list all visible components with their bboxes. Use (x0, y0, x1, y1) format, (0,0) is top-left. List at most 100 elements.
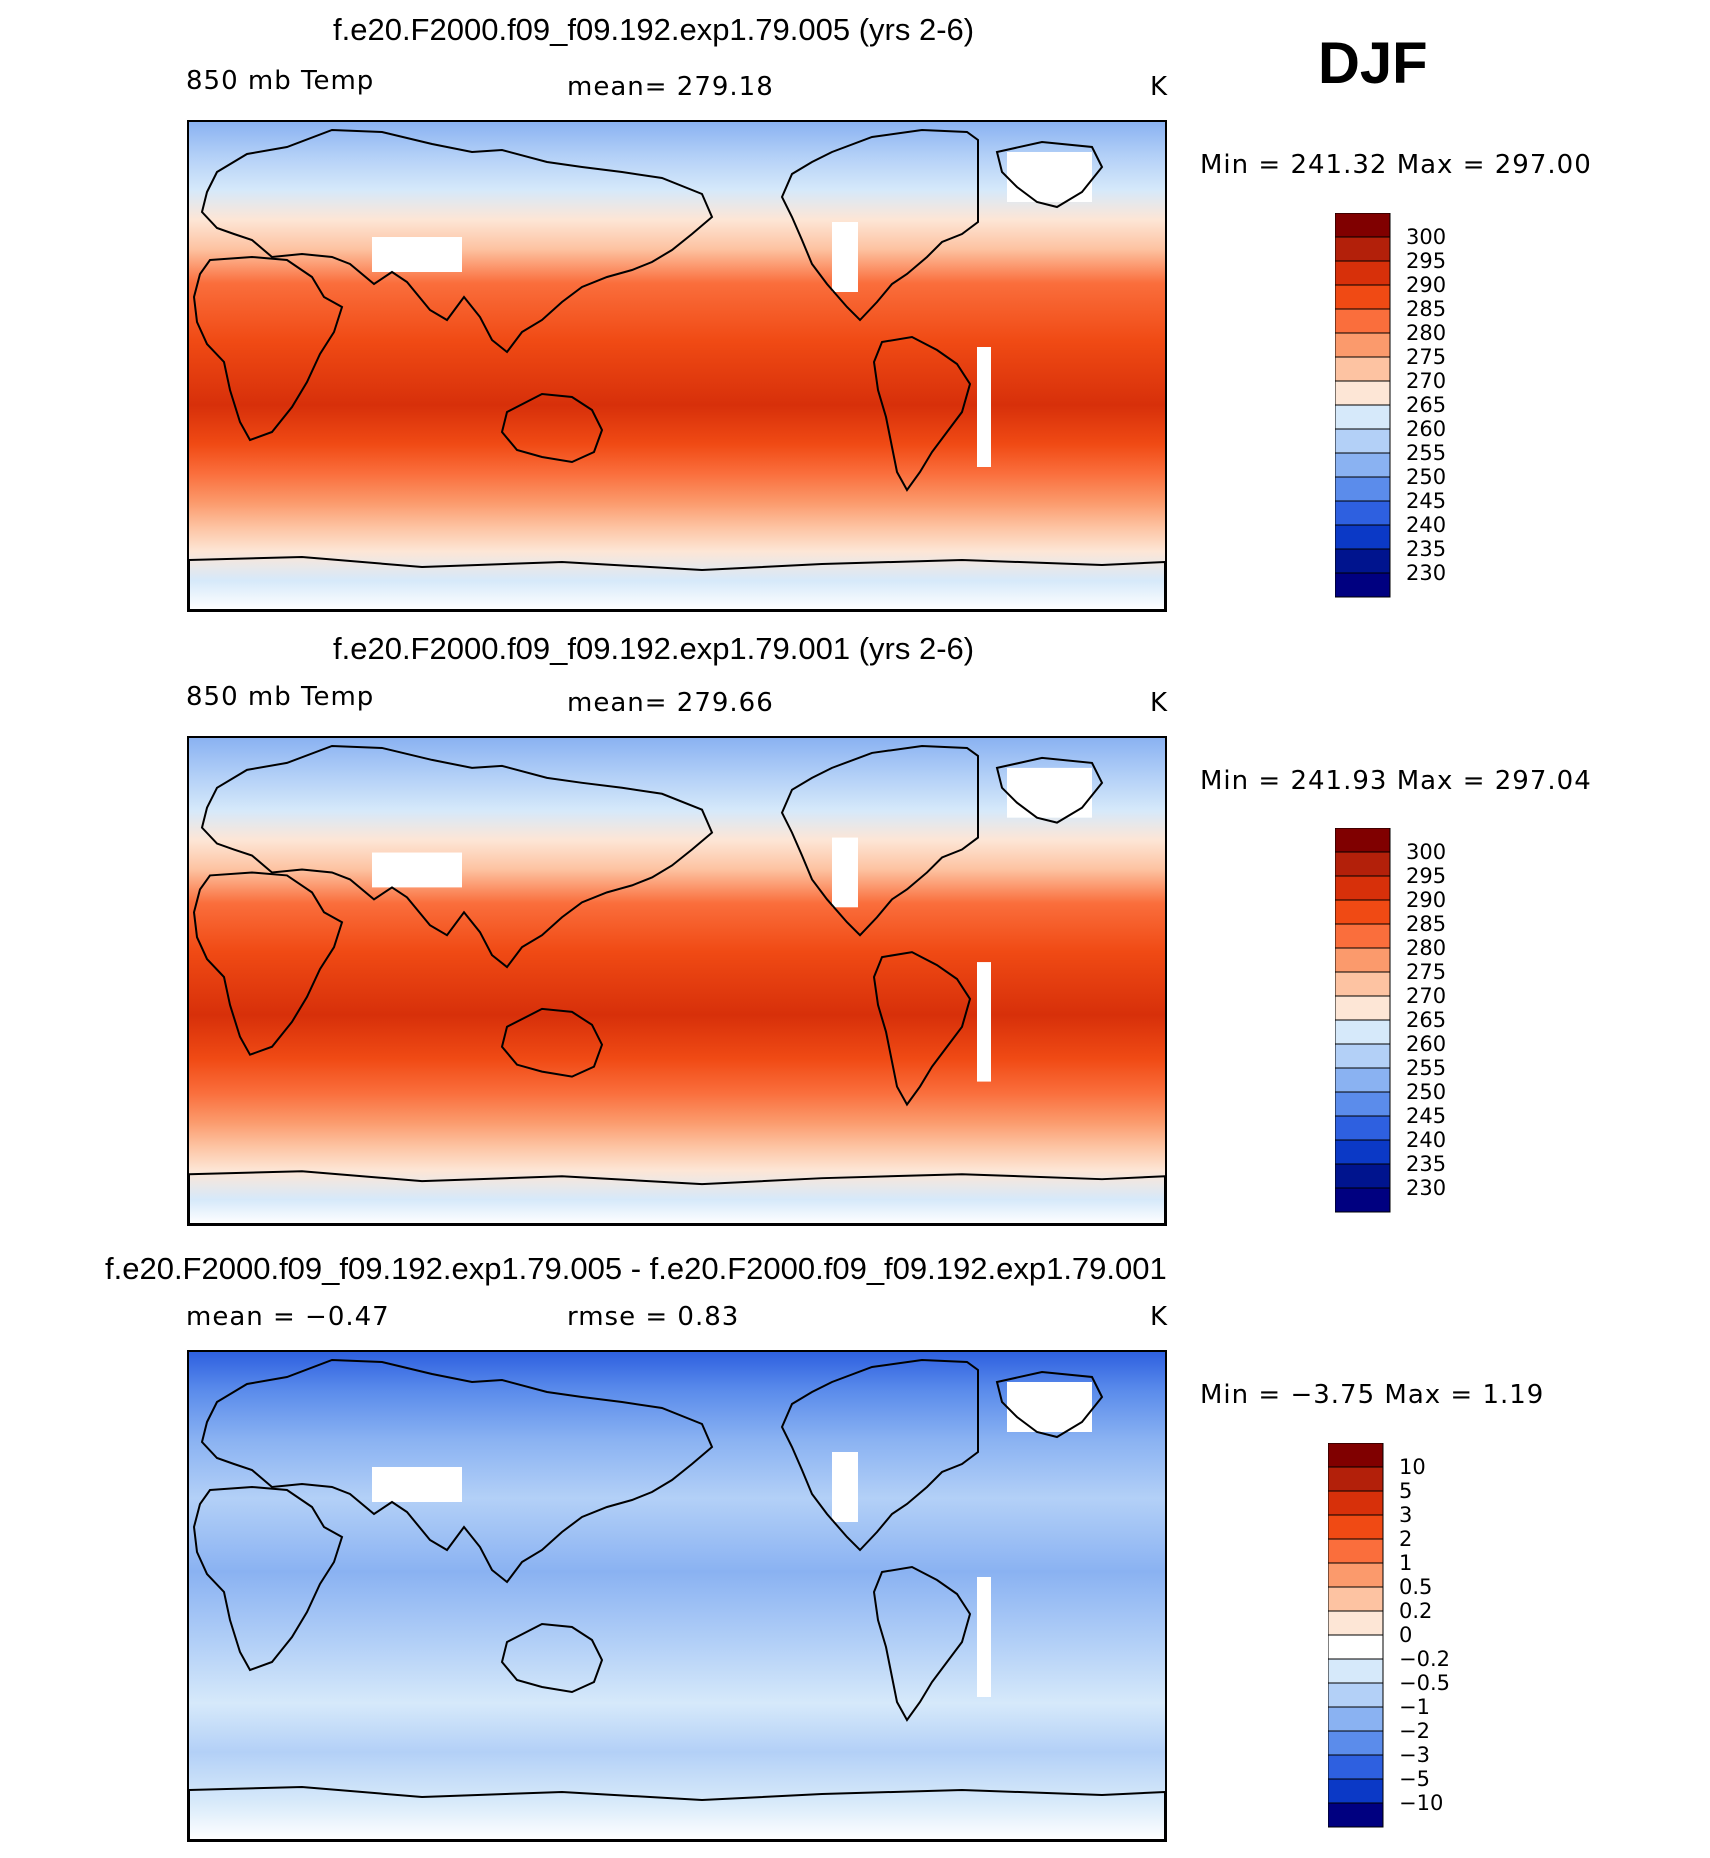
andes-mask (977, 962, 991, 1082)
colorbar-label: 260 (1406, 417, 1446, 441)
panel-1-map (187, 120, 1167, 612)
colorbar-swatch (1335, 1163, 1391, 1189)
colorbar-label: 260 (1406, 1032, 1446, 1056)
colorbar-label: 240 (1406, 1128, 1446, 1152)
colorbar-swatch (1335, 260, 1391, 286)
colorbar-swatch (1335, 947, 1391, 973)
colorbar-label: 255 (1406, 1056, 1446, 1080)
season-label: DJF (1318, 31, 1428, 96)
rockies-mask (832, 1452, 858, 1522)
continent-antarctica-outline (189, 1170, 1165, 1224)
colorbar-label: 275 (1406, 960, 1446, 984)
colorbar-swatch (1328, 1802, 1384, 1828)
colorbar-label: 270 (1406, 369, 1446, 393)
continent-south-america-outline (872, 335, 972, 492)
colorbar-swatch (1335, 899, 1391, 925)
continent-australia-outline (500, 1007, 604, 1078)
colorbar-swatch (1335, 308, 1391, 334)
colorbar-swatch (1328, 1610, 1384, 1636)
colorbar-label: −5 (1399, 1767, 1430, 1791)
colorbar-label: 280 (1406, 321, 1446, 345)
colorbar-label: 280 (1406, 936, 1446, 960)
colorbar-swatch (1335, 1043, 1391, 1069)
colorbar-label: −0.5 (1399, 1671, 1450, 1695)
colorbar-swatch (1335, 428, 1391, 454)
continent-australia-outline (500, 1622, 604, 1694)
colorbar-swatch (1335, 1115, 1391, 1141)
colorbar-swatch (1335, 380, 1391, 406)
panel-1-colorbar: 3002952902852802752702652602552502452402… (1335, 213, 1446, 598)
colorbar-swatch (1335, 1019, 1391, 1045)
rockies-mask (832, 222, 858, 292)
colorbar-swatch (1328, 1658, 1384, 1684)
colorbar-swatch (1328, 1778, 1384, 1804)
colorbar-label: 230 (1406, 1176, 1446, 1200)
andes-mask (977, 1577, 991, 1697)
panel-3-mean: mean = −0.47 (186, 1302, 390, 1332)
panel-2-colorbar: 3002952902852802752702652602552502452402… (1335, 828, 1446, 1213)
colorbar-swatch (1328, 1490, 1384, 1516)
colorbar-label: 2 (1399, 1527, 1412, 1551)
colorbar-label: 235 (1406, 1152, 1446, 1176)
colorbar-swatch (1335, 452, 1391, 478)
tibet-mask (372, 1467, 462, 1502)
colorbar-label: 250 (1406, 465, 1446, 489)
continent-greenland-outline (995, 756, 1104, 824)
panel-1-title: f.e20.F2000.f09_f09.192.exp1.79.005 (yrs… (333, 12, 975, 47)
colorbar-label: 270 (1406, 984, 1446, 1008)
continent-africa-outline (192, 255, 344, 442)
colorbar-label: 250 (1406, 1080, 1446, 1104)
colorbar-swatch (1328, 1466, 1384, 1492)
colorbar-swatch (1335, 236, 1391, 262)
colorbar-label: 245 (1406, 1104, 1446, 1128)
colorbar-label: 230 (1406, 561, 1446, 585)
continent-africa-outline (192, 1485, 344, 1672)
colorbar-label: 285 (1406, 297, 1446, 321)
colorbar-label: 300 (1406, 840, 1446, 864)
colorbar-swatch (1328, 1562, 1384, 1588)
colorbar-label: 245 (1406, 489, 1446, 513)
colorbar-swatch (1328, 1706, 1384, 1732)
colorbar-swatch (1335, 1139, 1391, 1165)
temperature-field (189, 738, 1165, 1224)
colorbar-swatch (1335, 572, 1391, 598)
colorbar-swatch (1335, 1067, 1391, 1093)
panel-3-unit: K (1150, 1302, 1169, 1332)
continent-south-america-outline (872, 951, 972, 1107)
panel-2-unit: K (1150, 688, 1169, 718)
colorbar-swatch (1335, 923, 1391, 949)
continent-australia-outline (500, 392, 604, 464)
colorbar-swatch (1335, 1187, 1391, 1213)
colorbar-label: 235 (1406, 537, 1446, 561)
panel-2-map (187, 736, 1167, 1226)
colorbar-label: 290 (1406, 888, 1446, 912)
colorbar-label: 5 (1399, 1479, 1412, 1503)
continent-antarctica-outline (189, 555, 1165, 610)
colorbar-swatch (1335, 971, 1391, 997)
panel-3-map (187, 1350, 1167, 1842)
panel-1-unit: K (1150, 72, 1169, 102)
colorbar-swatch (1328, 1443, 1384, 1468)
temperature-field (189, 122, 1165, 610)
colorbar-label: −3 (1399, 1743, 1430, 1767)
panel-1-minmax: Min = 241.32 Max = 297.00 (1200, 150, 1592, 180)
colorbar-swatch (1335, 500, 1391, 526)
tibet-mask (372, 852, 462, 888)
panel-1-mean: mean= 279.18 (567, 72, 774, 102)
colorbar-swatch (1335, 851, 1391, 877)
colorbar-swatch (1335, 995, 1391, 1021)
colorbar-label: 290 (1406, 273, 1446, 297)
continent-north-america-outline (780, 744, 979, 937)
colorbar-label: −1 (1399, 1695, 1430, 1719)
colorbar-swatch (1335, 548, 1391, 574)
panel-3-rmse: rmse = 0.83 (567, 1302, 740, 1332)
colorbar-label: 295 (1406, 864, 1446, 888)
colorbar-label: −2 (1399, 1719, 1430, 1743)
continent-greenland-outline (995, 140, 1104, 209)
continent-eurasia-outline (200, 1358, 714, 1584)
colorbar-swatch (1335, 524, 1391, 550)
colorbar-swatch (1335, 404, 1391, 430)
colorbar-label: 300 (1406, 225, 1446, 249)
panel-2-title: f.e20.F2000.f09_f09.192.exp1.79.001 (yrs… (333, 631, 975, 666)
